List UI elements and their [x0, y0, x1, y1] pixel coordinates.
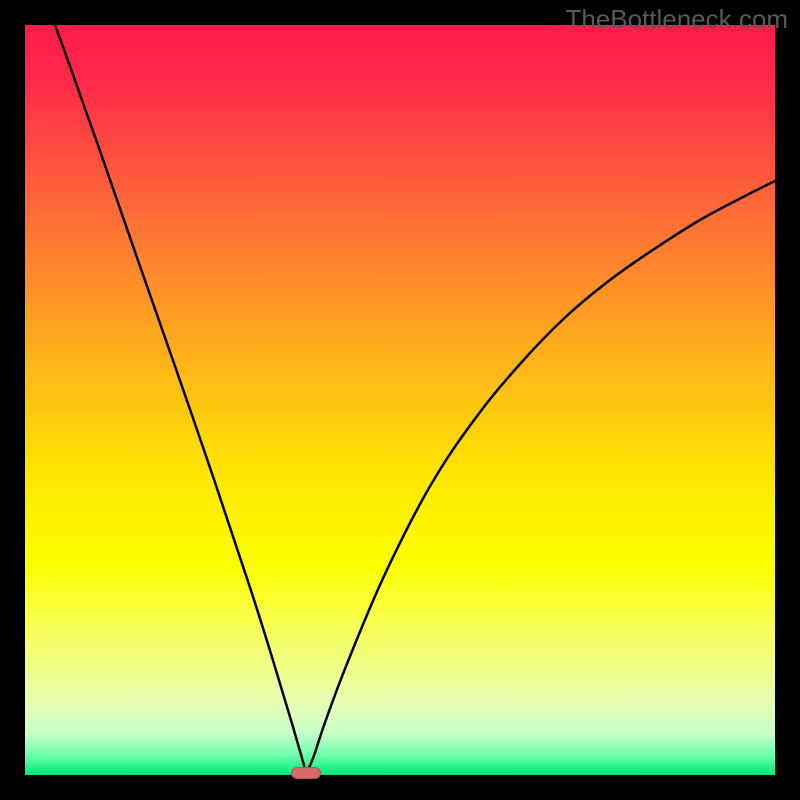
curve-right-branch	[306, 181, 775, 774]
bottleneck-chart: TheBottleneck.com	[0, 0, 800, 800]
curve-layer	[25, 25, 775, 775]
watermark-text: TheBottleneck.com	[565, 4, 788, 35]
minimum-marker	[291, 767, 321, 779]
curve-left-branch	[55, 25, 306, 774]
